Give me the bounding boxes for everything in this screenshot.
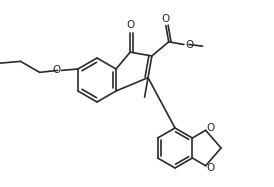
Text: O: O (126, 20, 134, 30)
Text: O: O (162, 14, 170, 24)
Text: O: O (207, 163, 215, 173)
Text: O: O (185, 39, 193, 50)
Text: O: O (207, 123, 215, 133)
Text: O: O (52, 65, 61, 75)
